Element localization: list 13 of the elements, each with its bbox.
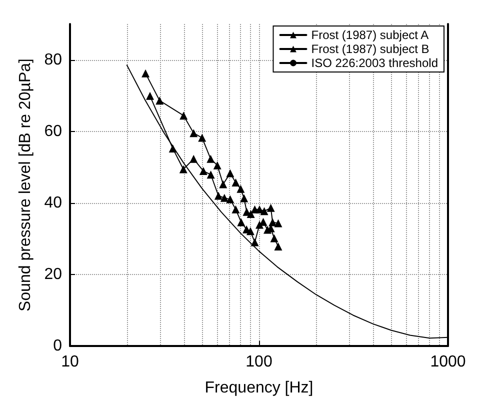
y-tick-label: 40 [44, 194, 62, 212]
x-tick-label: 10 [61, 354, 79, 370]
y-tick-label: 60 [44, 122, 62, 140]
legend-label: ISO 226:2003 threshold [311, 56, 438, 70]
x-tick-label: 100 [246, 354, 272, 370]
x-tick-label: 1000 [430, 354, 466, 370]
y-tick-label: 20 [44, 266, 62, 283]
x-axis-title: Frequency [Hz] [204, 380, 314, 396]
y-axis-title: Sound pressure level [dB re 20µPa] [16, 58, 34, 312]
legend-label: Frost (1987) subject B [311, 42, 430, 56]
legend-label: Frost (1987) subject A [311, 28, 429, 42]
y-tick-label: 0 [53, 338, 62, 354]
y-tick-label: 80 [44, 51, 62, 68]
